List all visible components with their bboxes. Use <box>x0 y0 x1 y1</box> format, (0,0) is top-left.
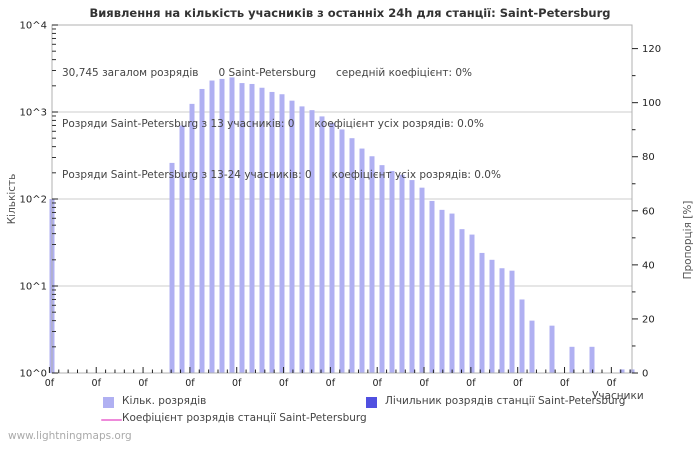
bar <box>549 325 555 373</box>
bar <box>429 200 435 373</box>
bar <box>289 100 295 374</box>
annotation-line-13-24: Розряди Saint-Petersburg з 13-24 учасник… <box>62 169 501 181</box>
x-tick-label: 0f <box>607 378 617 389</box>
bar <box>269 91 275 374</box>
bar <box>379 165 385 373</box>
legend-station-count-label: Лічильник розрядів станції Saint-Petersb… <box>385 395 626 407</box>
y-left-tick-label: 10^3 <box>20 108 47 119</box>
bar <box>499 268 505 373</box>
bar <box>189 103 195 373</box>
x-tick-label: 0f <box>466 378 476 389</box>
bar <box>179 125 185 373</box>
bar <box>339 129 345 373</box>
x-axis-title: Учасники <box>592 390 644 402</box>
bar <box>389 170 395 373</box>
y-left-tick-label: 10^1 <box>20 282 47 293</box>
y-right-tick-label: 100 <box>642 98 661 109</box>
y-right-tick-label: 80 <box>642 152 655 163</box>
x-tick-label: 0f <box>326 378 336 389</box>
bar <box>309 110 315 374</box>
x-tick-label: 0f <box>232 378 242 389</box>
watermark: www.lightningmaps.org <box>8 430 132 442</box>
bar <box>479 252 485 373</box>
bar <box>359 148 365 373</box>
y-left-tick-label: 10^2 <box>20 195 47 206</box>
legend-bar-count-label: Кільк. розрядів <box>122 395 207 407</box>
bar <box>529 320 535 373</box>
chart-title: Виявлення на кількість учасників з остан… <box>89 6 611 20</box>
bar <box>449 213 455 373</box>
annotation-line-total: 30,745 загалом розрядів 0 Saint-Petersbu… <box>62 67 473 79</box>
legend-bar-count-swatch-icon <box>103 397 114 408</box>
bar <box>509 270 515 373</box>
bar <box>279 94 285 373</box>
bar <box>349 138 355 373</box>
bar <box>569 346 575 373</box>
bar <box>409 180 415 373</box>
bar <box>399 174 405 373</box>
y-right-tick-label: 0 <box>642 369 648 380</box>
x-tick-label: 0f <box>373 378 383 389</box>
x-tick-label: 0f <box>185 378 195 389</box>
bar <box>239 83 245 373</box>
bar <box>199 88 205 373</box>
y-right-tick-label: 60 <box>642 206 655 217</box>
bar <box>489 259 495 373</box>
y-left-tick-label: 10^0 <box>20 369 47 380</box>
y-right-tick-label: 120 <box>642 44 661 55</box>
y-right-tick-label: 20 <box>642 314 655 325</box>
bar <box>589 346 595 373</box>
x-tick-label: 0f <box>45 378 55 389</box>
bar <box>459 229 465 373</box>
bar <box>519 299 525 373</box>
y-left-tick-label: 10^4 <box>20 21 47 32</box>
y-right-axis-title: Пропорція [%] <box>682 201 694 280</box>
bar <box>469 234 475 373</box>
y-left-axis-title: Кількість <box>6 174 18 225</box>
bar <box>419 187 425 373</box>
bar <box>169 162 175 373</box>
legend-station-count-swatch-icon <box>366 397 377 408</box>
bar <box>229 77 235 374</box>
x-tick-label: 0f <box>279 378 289 389</box>
bar <box>619 369 625 373</box>
annotation-block: 30,745 загалом розрядів 0 Saint-Petersbu… <box>62 31 501 218</box>
x-tick-label: 0f <box>560 378 570 389</box>
x-tick-label: 0f <box>419 378 429 389</box>
y-right-tick-label: 40 <box>642 260 655 271</box>
bar <box>319 116 325 373</box>
bar <box>259 87 265 373</box>
legend-coefficient-line-icon <box>101 419 122 421</box>
x-tick-label: 0f <box>92 378 102 389</box>
bar <box>369 156 375 373</box>
bar <box>209 80 215 374</box>
annotation-line-13: Розряди Saint-Petersburg з 13 учасників:… <box>62 118 484 130</box>
bar <box>249 83 255 373</box>
x-tick-label: 0f <box>513 378 523 389</box>
bar <box>219 78 225 373</box>
bar <box>299 106 305 374</box>
bar <box>329 122 335 374</box>
x-tick-label: 0f <box>138 378 148 389</box>
legend-coefficient-label: Коефіцієнт розрядів станції Saint-Peters… <box>122 412 367 424</box>
bar <box>439 209 445 373</box>
